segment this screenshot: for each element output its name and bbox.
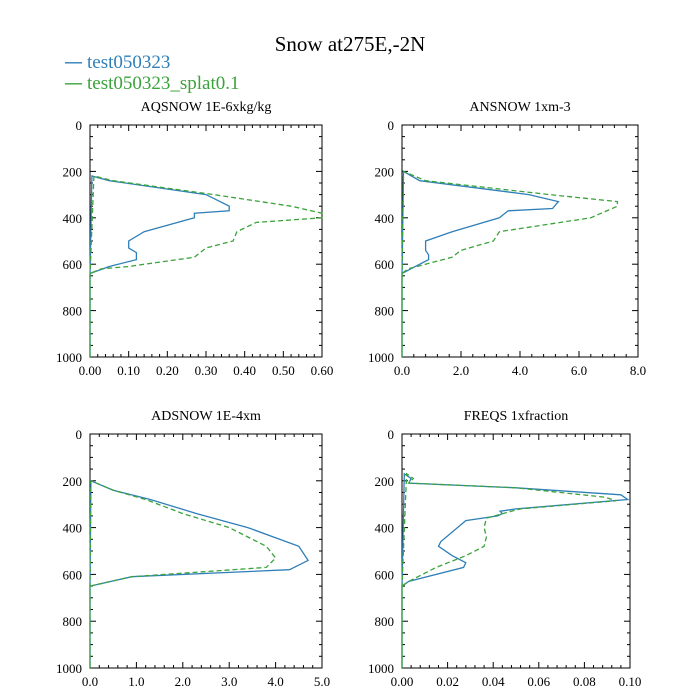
- x-tick-label: 0.10: [619, 674, 642, 689]
- y-tick-label: 400: [375, 521, 395, 536]
- x-tick-label: 5.0: [314, 674, 330, 689]
- legend-item-2: — test050323_splat0.1: [64, 72, 240, 95]
- x-tick-label: 0.20: [156, 363, 179, 378]
- y-tick-label: 0: [388, 427, 395, 442]
- plot-frame: [89, 433, 323, 669]
- y-tick-label: 0: [76, 427, 83, 442]
- figure-title: Snow at275E,-2N: [274, 32, 426, 56]
- y-tick-label: 600: [63, 567, 83, 582]
- x-tick-label: 4.0: [512, 363, 528, 378]
- y-tick-label: 600: [375, 257, 395, 272]
- panel-title: FREQS 1xfraction: [464, 409, 569, 424]
- x-tick-label: 3.0: [221, 674, 237, 689]
- y-tick-label: 1000: [56, 661, 82, 676]
- x-tick-label: 6.0: [571, 363, 587, 378]
- x-tick-label: 0.10: [117, 363, 140, 378]
- y-tick-label: 200: [63, 164, 83, 179]
- y-tick-label: 0: [76, 118, 83, 133]
- y-tick-label: 400: [63, 521, 83, 536]
- series-line-test050323_splat0.1: [401, 170, 619, 357]
- x-tick-label: 0.08: [573, 674, 596, 689]
- x-tick-label: 8.0: [630, 363, 646, 378]
- x-tick-label: 0.60: [311, 363, 334, 378]
- x-tick-label: 2.0: [175, 674, 191, 689]
- y-tick-label: 800: [63, 304, 83, 319]
- x-tick-label: 0.04: [482, 674, 505, 689]
- series-line-test050323_splat0.1: [89, 175, 323, 357]
- legend-item-1: — test050323: [64, 51, 240, 74]
- y-tick-label: 200: [375, 474, 395, 489]
- x-tick-label: 0.0: [394, 363, 410, 378]
- y-tick-label: 1000: [56, 350, 82, 365]
- x-tick-label: 2.0: [453, 363, 469, 378]
- x-tick-label: 4.0: [267, 674, 283, 689]
- y-tick-label: 200: [63, 474, 83, 489]
- y-tick-label: 800: [63, 614, 83, 629]
- x-tick-label: 0.0: [82, 674, 98, 689]
- x-tick-label: 0.00: [79, 363, 102, 378]
- y-tick-label: 400: [63, 211, 83, 226]
- x-tick-label: 0.06: [527, 674, 550, 689]
- y-tick-label: 800: [375, 614, 395, 629]
- plot-frame: [401, 433, 631, 669]
- legend-label: test050323_splat0.1: [87, 73, 240, 94]
- series-line-test050323: [89, 175, 230, 357]
- x-tick-label: 1.0: [128, 674, 144, 689]
- series-line-test050323_splat0.1: [89, 479, 277, 668]
- x-tick-label: 0.50: [272, 363, 295, 378]
- plot-frame: [89, 124, 323, 358]
- x-tick-label: 0.30: [195, 363, 218, 378]
- legend-line-icon: —: [64, 72, 83, 94]
- series-line-test050323_splat0.1: [401, 472, 617, 668]
- y-tick-label: 600: [63, 257, 83, 272]
- y-tick-label: 600: [375, 567, 395, 582]
- series-line-test050323: [89, 479, 310, 668]
- y-tick-label: 1000: [368, 661, 394, 676]
- series-line-test050323: [401, 170, 560, 357]
- legend-label: test050323: [87, 52, 171, 73]
- y-tick-label: 200: [375, 164, 395, 179]
- x-tick-label: 0.02: [436, 674, 459, 689]
- panel-title: ADSNOW 1E-4xm: [151, 409, 261, 424]
- x-tick-label: 0.40: [233, 363, 256, 378]
- y-tick-label: 800: [375, 304, 395, 319]
- x-tick-label: 0.00: [391, 674, 414, 689]
- y-tick-label: 1000: [368, 350, 394, 365]
- plot-frame: [401, 124, 639, 358]
- y-tick-label: 400: [375, 211, 395, 226]
- panel-title: ANSNOW 1xm-3: [469, 100, 570, 115]
- y-tick-label: 0: [388, 118, 395, 133]
- panel-title: AQSNOW 1E-6xkg/kg: [141, 100, 272, 115]
- legend: — test050323 — test050323_splat0.1: [64, 51, 240, 95]
- legend-line-icon: —: [64, 51, 83, 73]
